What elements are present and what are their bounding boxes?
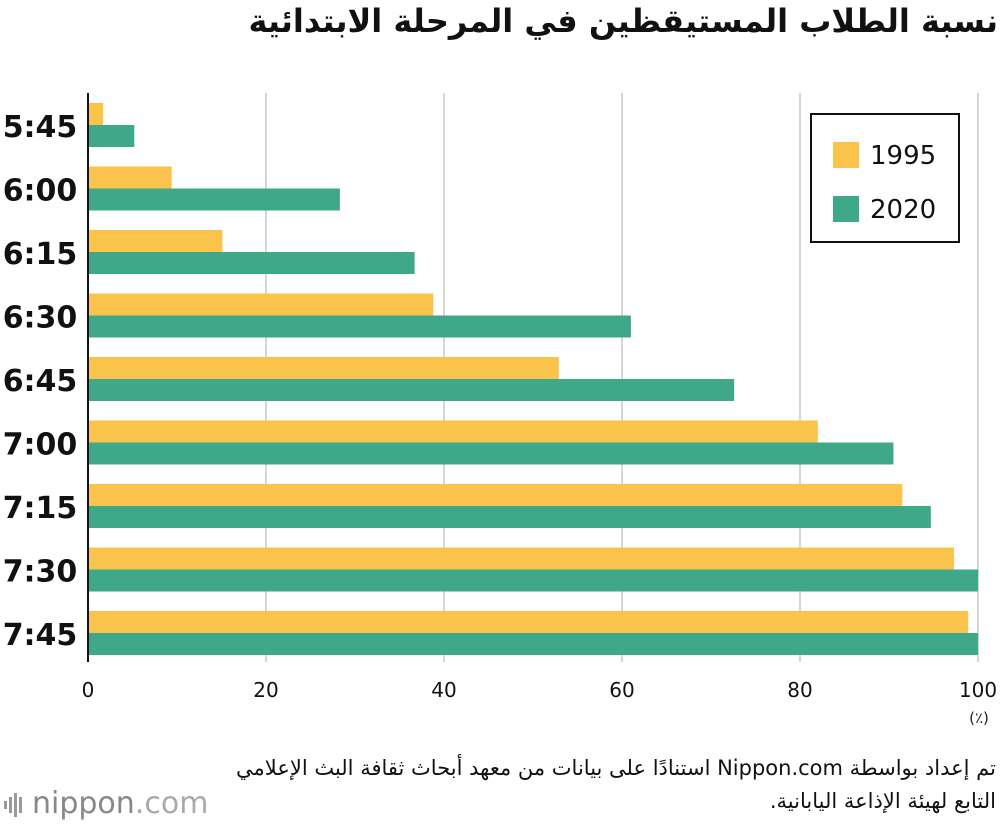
bar-2020-745 <box>88 633 978 655</box>
legend-label-2020: 2020 <box>870 195 936 225</box>
category-label: 6:00 <box>3 174 78 209</box>
bar-1995-700 <box>88 420 818 443</box>
bar-1995-600 <box>88 166 172 189</box>
category-label: 6:15 <box>3 237 78 272</box>
category-label: 6:45 <box>3 364 78 399</box>
nippon-logo: nippon.com <box>4 786 208 821</box>
bar-2020-545 <box>88 125 135 147</box>
category-label: 7:30 <box>3 555 78 590</box>
category-label: 5:45 <box>3 110 78 145</box>
legend-label-1995: 1995 <box>870 141 936 171</box>
x-tick-label: 60 <box>609 678 634 702</box>
bar-2020-700 <box>88 442 894 465</box>
category-label: 7:00 <box>3 428 78 463</box>
category-label: 7:15 <box>3 491 78 526</box>
logo-name: nippon <box>32 786 135 821</box>
logo-bars-icon <box>4 792 22 817</box>
bar-1995-545 <box>88 103 104 125</box>
source-note: تم إعداد بواسطة Nippon.com استنادًا على … <box>236 756 996 813</box>
bar-2020-615 <box>88 252 415 274</box>
bar-1995-615 <box>88 230 223 252</box>
logo-suffix: .com <box>134 786 209 821</box>
bar-1995-630 <box>88 293 434 316</box>
x-axis-unit-label: (٪) <box>969 709 989 727</box>
category-labels: 5:45 6:00 6:15 6:30 6:45 7:00 7:15 7:30 7:45 <box>3 110 78 653</box>
bar-2020-715 <box>88 506 931 528</box>
bar-2020-645 <box>88 379 735 401</box>
category-label: 6:30 <box>3 301 78 336</box>
bar-chart: 5:45 6:00 6:15 6:30 6:45 7:00 7:15 7:30 7:45 0 20… <box>3 93 997 727</box>
legend-swatch-2020 <box>833 196 859 222</box>
category-label: 7:45 <box>3 618 78 653</box>
bars <box>87 93 978 662</box>
legend: 1995 2020 <box>810 113 960 243</box>
bar-1995-730 <box>88 547 954 570</box>
x-tick-label: 100 <box>959 678 997 702</box>
x-tick-label: 40 <box>431 678 456 702</box>
bar-2020-630 <box>88 315 631 338</box>
x-tick-label: 20 <box>253 678 278 702</box>
x-tick-labels: 0 20 40 60 80 100 <box>82 678 997 702</box>
bar-1995-645 <box>88 357 559 379</box>
legend-swatch-1995 <box>833 142 859 168</box>
bar-1995-715 <box>88 484 903 506</box>
x-tick-label: 0 <box>82 678 95 702</box>
bar-2020-600 <box>88 188 340 211</box>
x-tick-label: 80 <box>787 678 812 702</box>
bar-1995-745 <box>88 611 969 633</box>
chart-title: نسبة الطلاب المستيقظين في المرحلة الابتد… <box>248 2 998 40</box>
bar-2020-730 <box>88 569 978 592</box>
